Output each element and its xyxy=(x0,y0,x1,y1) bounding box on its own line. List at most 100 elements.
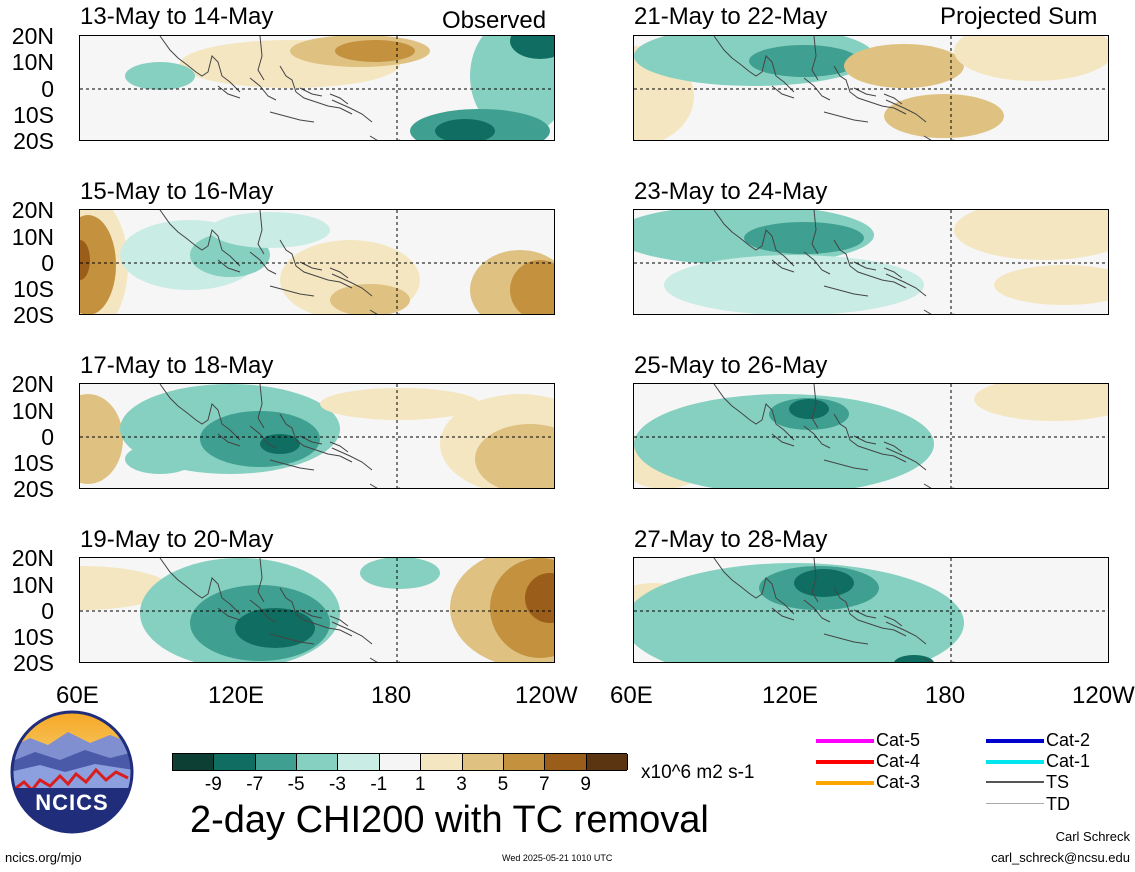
colorbar-label: 1 xyxy=(414,774,426,795)
footer-email[interactable]: carl_schreck@ncsu.edu xyxy=(991,850,1130,865)
lat-label: 10N xyxy=(11,572,54,598)
tc-legend-label: TS xyxy=(1046,772,1070,792)
lat-label: 20S xyxy=(13,128,54,154)
colorbar-cell xyxy=(503,754,546,770)
colorbar-label: 9 xyxy=(580,774,591,795)
lat-label: 10S xyxy=(13,624,54,650)
map-panel-left-4 xyxy=(79,557,555,663)
panel-title-7: 25-May to 26-May xyxy=(634,352,828,379)
anomaly-contour xyxy=(235,608,315,648)
colorbar-cell xyxy=(545,754,587,770)
lat-label: 0 xyxy=(41,424,54,450)
anomaly-contour xyxy=(894,655,934,662)
lat-label: 0 xyxy=(41,250,54,276)
lon-label-right-120e: 120E xyxy=(762,682,819,709)
lon-label-left-180: 180 xyxy=(371,682,412,709)
lon-label-right-180: 180 xyxy=(925,682,966,709)
colorbar-label: 7 xyxy=(538,774,550,795)
map-panel-left-3 xyxy=(79,383,555,489)
anomaly-contour xyxy=(320,388,480,420)
observed-tag: Observed xyxy=(442,7,547,34)
map-field xyxy=(634,36,1108,140)
panel-title-2: 15-May to 16-May xyxy=(80,178,274,205)
main-title: 2-day CHI200 with TC removal xyxy=(190,799,709,841)
panel-title-8: 27-May to 28-May xyxy=(634,526,828,553)
map-panel-left-1 xyxy=(79,35,555,141)
lon-label-left-120w: 120W xyxy=(515,682,578,709)
panel-title-6: 23-May to 24-May xyxy=(634,178,828,205)
panel-title-5: 21-May to 22-May xyxy=(634,3,828,30)
map-field xyxy=(634,210,1108,314)
tc-legend-line xyxy=(816,739,874,743)
lat-label: 20N xyxy=(11,545,54,571)
anomaly-contour xyxy=(260,434,300,454)
map-field xyxy=(80,36,554,140)
colorbar-cell xyxy=(379,754,422,770)
colorbar-cell xyxy=(255,754,298,770)
anomaly-contour xyxy=(884,94,1004,138)
tc-legend-label: Cat-3 xyxy=(876,772,921,792)
tc-legend-line xyxy=(816,781,874,785)
map-panel-right-4 xyxy=(633,557,1109,663)
anomaly-contour xyxy=(475,424,554,488)
anomaly-contour xyxy=(200,411,320,467)
anomaly-contour xyxy=(844,44,964,88)
colorbar-label: -5 xyxy=(287,774,305,795)
coastline xyxy=(713,558,954,662)
colorbar-cell xyxy=(421,754,463,770)
anomaly-contour xyxy=(954,210,1108,260)
lat-label: 10S xyxy=(13,450,54,476)
anomaly-contour xyxy=(80,394,123,484)
lat-label: 0 xyxy=(41,598,54,624)
anomaly-contour xyxy=(330,284,410,314)
anomaly-contour xyxy=(525,573,554,623)
lon-label-left-120e: 120E xyxy=(208,682,265,709)
panel-title-3: 17-May to 18-May xyxy=(80,352,274,379)
colorbar-label: -7 xyxy=(246,774,264,795)
lat-label: 10N xyxy=(11,224,54,250)
coastline xyxy=(159,210,400,314)
anomaly-contour xyxy=(744,222,864,254)
map-field xyxy=(634,558,1108,662)
anomaly-contour xyxy=(435,119,495,140)
colorbar-cell xyxy=(338,754,380,770)
tc-legend-label: TD xyxy=(1046,794,1070,814)
anomaly-contour xyxy=(335,40,415,62)
anomaly-contour xyxy=(125,444,195,474)
tc-legend-line xyxy=(986,739,1044,743)
anomaly-contour xyxy=(360,558,440,589)
map-field xyxy=(80,384,554,488)
lat-label: 20N xyxy=(11,371,54,397)
tc-legend-line xyxy=(986,781,1044,783)
lon-label-right-120w: 120W xyxy=(1072,684,1135,708)
coastline xyxy=(159,36,400,140)
anomaly-contour xyxy=(794,569,854,597)
colorbar-label: 3 xyxy=(456,774,467,795)
lat-label: 20N xyxy=(11,197,54,223)
anomaly-contour xyxy=(510,36,554,59)
map-panel-right-3 xyxy=(633,383,1109,489)
lat-label: 20S xyxy=(13,650,54,676)
lat-label: 10S xyxy=(13,102,54,128)
coastline xyxy=(159,558,400,662)
coastline xyxy=(713,210,954,314)
colorbar-label: -1 xyxy=(370,774,388,795)
anomaly-contour xyxy=(789,399,829,419)
lat-label: 10S xyxy=(13,276,54,302)
lat-label: 10N xyxy=(11,49,54,75)
footer-url[interactable]: ncics.org/mjo xyxy=(5,850,82,865)
map-panel-right-1 xyxy=(633,35,1109,141)
ncics-logo: NCICS xyxy=(10,710,134,834)
tc-legend-line xyxy=(986,760,1044,764)
anomaly-contour xyxy=(634,563,964,662)
logo-text: NCICS xyxy=(35,790,109,815)
tc-legend-line xyxy=(986,803,1044,804)
colorbar-units: x10^6 m2 s-1 xyxy=(641,762,755,783)
tc-legend-label: Cat-1 xyxy=(1046,751,1091,771)
anomaly-contour xyxy=(749,45,859,77)
colorbar-label: 5 xyxy=(497,774,509,795)
panel-title-1: 13-May to 14-May xyxy=(80,3,274,30)
colorbar-cell xyxy=(214,754,256,770)
tc-legend-line xyxy=(816,760,874,764)
colorbar-cell xyxy=(586,754,628,770)
